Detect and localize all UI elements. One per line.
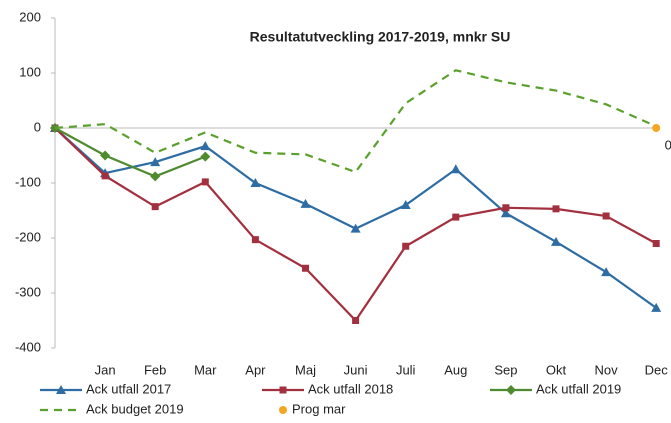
x-tick-label: Apr xyxy=(245,362,266,377)
y-tick-label: 100 xyxy=(19,64,41,79)
marker xyxy=(200,141,211,151)
x-tick-label: Dec xyxy=(645,362,669,377)
legend-label: Prog mar xyxy=(292,401,346,416)
series-line xyxy=(54,127,206,178)
y-tick-label: -200 xyxy=(15,229,41,244)
legend-label: Ack utfall 2019 xyxy=(536,381,621,396)
marker xyxy=(652,124,661,132)
x-tick-label: Jan xyxy=(95,362,116,377)
x-tick-label: Sep xyxy=(494,362,517,377)
y-tick-label: 200 xyxy=(19,9,41,24)
x-tick-label: Juni xyxy=(344,362,368,377)
marker xyxy=(150,171,161,182)
series-line xyxy=(54,69,657,174)
marker xyxy=(151,203,159,211)
y-tick-label: -300 xyxy=(15,284,41,299)
marker xyxy=(251,236,259,244)
x-tick-label: Feb xyxy=(144,362,166,377)
x-tick-label: Maj xyxy=(295,362,316,377)
y-tick-label: -100 xyxy=(15,174,41,189)
marker xyxy=(402,242,410,250)
marker xyxy=(201,178,209,186)
marker xyxy=(100,150,111,161)
marker xyxy=(602,212,610,220)
marker xyxy=(552,205,560,213)
marker xyxy=(551,236,561,246)
marker xyxy=(500,208,511,218)
marker xyxy=(601,267,612,277)
marker xyxy=(352,317,360,324)
marker xyxy=(452,213,460,221)
x-tick-label: Nov xyxy=(595,362,619,377)
marker xyxy=(450,164,461,174)
x-tick-label: Aug xyxy=(444,362,467,377)
legend-marker xyxy=(279,386,287,394)
x-tick-label: Juli xyxy=(396,362,416,377)
marker xyxy=(350,223,361,233)
marker xyxy=(101,172,109,180)
legend-label: Ack utfall 2017 xyxy=(86,381,171,396)
marker xyxy=(250,178,261,187)
marker xyxy=(150,157,161,167)
y-tick-label: 0 xyxy=(34,119,41,134)
legend-marker xyxy=(279,406,287,414)
marker xyxy=(302,264,309,272)
series-line xyxy=(54,127,657,309)
legend-label: Ack budget 2019 xyxy=(86,401,184,416)
marker xyxy=(400,200,411,209)
legend-marker xyxy=(56,385,66,394)
x-tick-label: Okt xyxy=(546,362,567,377)
legend-marker xyxy=(506,385,516,395)
marker xyxy=(300,198,311,208)
marker xyxy=(652,240,660,247)
marker xyxy=(651,302,662,312)
data-label: 0 xyxy=(665,137,671,152)
y-tick-label: -400 xyxy=(15,339,41,354)
marker xyxy=(502,204,510,212)
legend-label: Ack utfall 2018 xyxy=(308,381,393,396)
x-tick-label: Mar xyxy=(194,362,217,377)
chart-title: Resultatutveckling 2017-2019, mnkr SU xyxy=(250,29,511,45)
marker xyxy=(200,151,211,162)
